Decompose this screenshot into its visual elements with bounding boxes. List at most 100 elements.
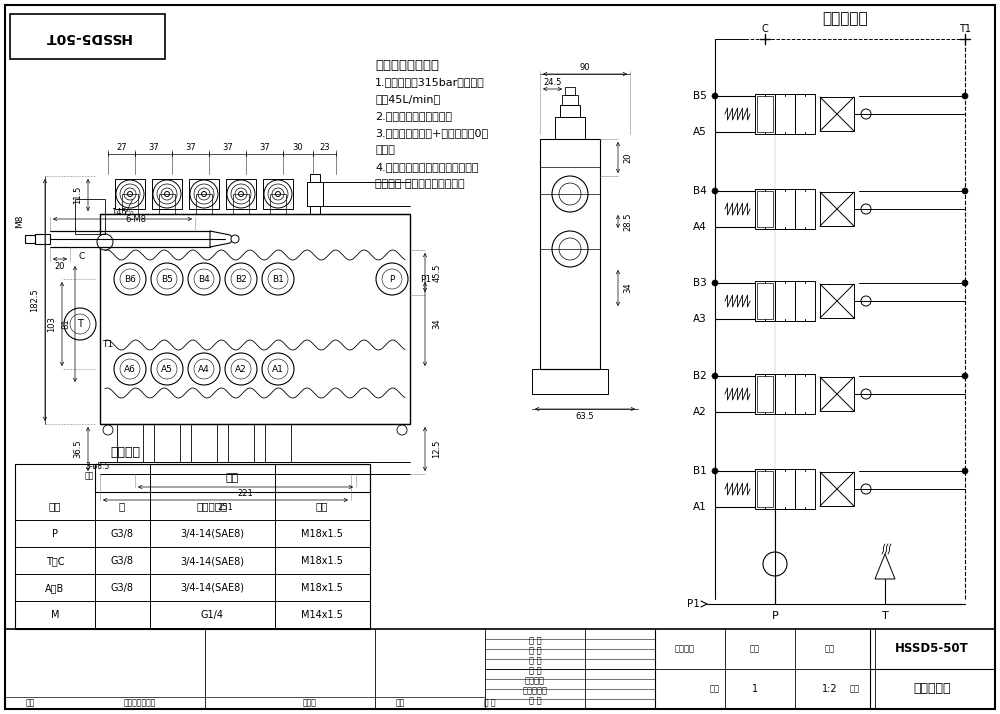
Text: T1: T1 (959, 24, 971, 34)
Text: 103: 103 (48, 316, 57, 332)
Bar (755, 94, 775, 134)
Bar (775, 469, 795, 509)
Circle shape (235, 188, 247, 200)
Circle shape (231, 359, 251, 379)
Text: M: M (51, 610, 59, 620)
Circle shape (264, 180, 292, 208)
Text: A1: A1 (272, 365, 284, 373)
Circle shape (262, 353, 294, 385)
Bar (310, 206, 320, 214)
Bar (100, 214, 410, 424)
Text: 图样标记: 图样标记 (675, 645, 695, 653)
Circle shape (268, 269, 288, 289)
Text: 数量: 数量 (750, 645, 760, 653)
Text: 145⁰₀: 145⁰₀ (111, 208, 134, 216)
Text: B4: B4 (198, 274, 210, 283)
Text: 公制: 公制 (316, 501, 328, 511)
Text: A2: A2 (235, 365, 247, 373)
Text: 4.阀体表面磷化处理，安全阀及螺: 4.阀体表面磷化处理，安全阀及螺 (375, 162, 479, 172)
Text: 37: 37 (185, 143, 196, 151)
Bar (820, 97, 854, 131)
Text: 阀杆；: 阀杆； (375, 145, 395, 155)
Text: 3-ø8.5: 3-ø8.5 (85, 461, 109, 471)
Text: B4: B4 (693, 186, 707, 196)
Text: A1: A1 (693, 502, 707, 512)
Text: B2: B2 (693, 371, 707, 381)
Text: C: C (762, 24, 768, 34)
Circle shape (225, 353, 257, 385)
Text: T、C: T、C (46, 556, 64, 566)
Text: 五联多路阀: 五联多路阀 (913, 683, 951, 695)
Bar (196, 194, 212, 214)
Text: A4: A4 (198, 365, 210, 373)
Text: A4: A4 (693, 222, 707, 232)
Text: 3/4-14(SAE8): 3/4-14(SAE8) (180, 583, 244, 593)
Text: 20: 20 (55, 261, 65, 271)
Text: 6-M8: 6-M8 (125, 214, 146, 223)
Text: 技术要求及参数：: 技术要求及参数： (375, 59, 439, 72)
Circle shape (712, 373, 718, 379)
Bar (310, 174, 320, 182)
Bar (757, 471, 773, 507)
Bar (555, 117, 585, 139)
Circle shape (194, 269, 214, 289)
Circle shape (151, 353, 183, 385)
Bar (795, 281, 815, 321)
Text: 工艺检查: 工艺检查 (525, 676, 545, 685)
Text: 设 计: 设 计 (529, 636, 541, 645)
Text: 11.5: 11.5 (74, 186, 83, 204)
Bar (820, 472, 854, 506)
Text: HSSD5-50T: HSSD5-50T (895, 643, 969, 655)
Circle shape (962, 280, 968, 286)
Bar (775, 281, 795, 321)
Circle shape (763, 552, 787, 576)
Circle shape (227, 180, 255, 208)
Text: 级: 级 (119, 501, 125, 511)
Circle shape (712, 280, 718, 286)
Text: M18x1.5: M18x1.5 (301, 556, 343, 566)
Circle shape (231, 269, 251, 289)
Text: A5: A5 (693, 127, 707, 137)
Circle shape (153, 180, 181, 208)
Bar (191, 424, 217, 462)
Text: 液压原理图: 液压原理图 (822, 11, 868, 26)
Text: 1.颗定压力：315bar；颗定流: 1.颗定压力：315bar；颗定流 (375, 77, 485, 87)
Bar (532, 369, 608, 394)
Bar (75, 199, 105, 234)
Text: 审 批: 审 批 (529, 696, 541, 705)
Circle shape (552, 231, 588, 267)
Circle shape (157, 269, 177, 289)
Text: 日期: 日期 (395, 698, 405, 708)
Text: P1: P1 (687, 599, 700, 609)
Text: P1: P1 (420, 274, 431, 283)
Bar (265, 424, 291, 462)
Text: 12.5: 12.5 (433, 440, 442, 458)
Text: 堵镍锌， 支架后盖为铝本色。: 堵镍锌， 支架后盖为铝本色。 (375, 179, 465, 189)
Text: T: T (882, 611, 888, 621)
Text: 3.控制方式：手动+弹簧复位；0型: 3.控制方式：手动+弹簧复位；0型 (375, 128, 488, 138)
Text: HSSD5-50T: HSSD5-50T (44, 30, 131, 44)
Bar (25, 235, 35, 243)
Circle shape (376, 263, 408, 295)
Circle shape (114, 353, 146, 385)
Text: 45.5: 45.5 (433, 263, 442, 282)
Circle shape (103, 425, 113, 435)
Text: 标准化检验: 标准化检验 (522, 686, 548, 695)
Text: P: P (772, 611, 778, 621)
Text: 沟渠: 沟渠 (710, 685, 720, 693)
Bar (757, 191, 773, 227)
Circle shape (225, 263, 257, 295)
Circle shape (114, 263, 146, 295)
Text: 量 名: 量 名 (484, 698, 496, 708)
Text: B6: B6 (124, 274, 136, 283)
Text: B3: B3 (693, 278, 707, 288)
Bar (263, 179, 293, 209)
Text: A6: A6 (124, 365, 136, 373)
Circle shape (861, 204, 871, 214)
Circle shape (194, 184, 214, 204)
Text: 量：45L/min；: 量：45L/min； (375, 94, 440, 104)
Text: 美制锥螺级: 美制锥螺级 (196, 501, 228, 511)
Text: P: P (389, 274, 395, 283)
Bar (775, 94, 795, 134)
Bar (795, 374, 815, 414)
